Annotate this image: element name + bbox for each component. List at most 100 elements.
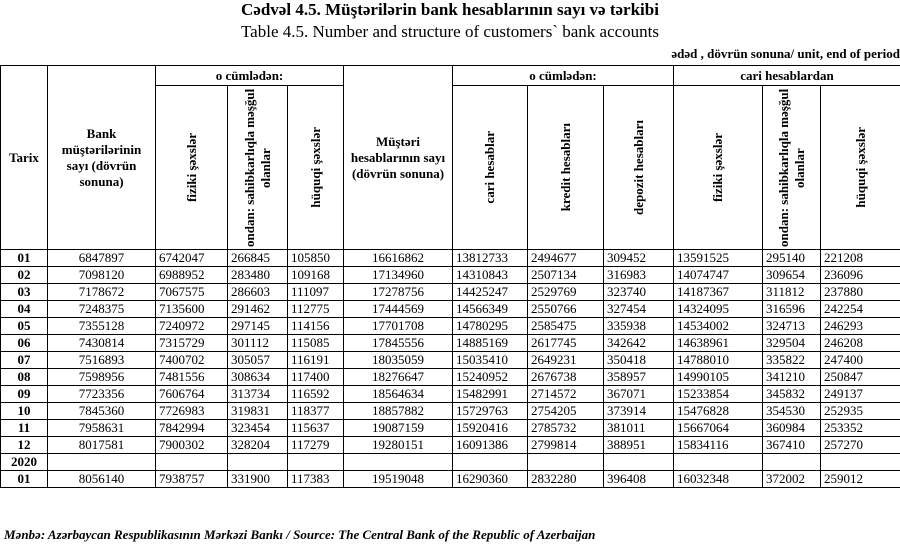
header-cell: kredit hesabları bbox=[527, 85, 604, 250]
row-label: 02 bbox=[0, 266, 48, 284]
table-row: 02 7098120 6988952 283480 109168 17134960 1431… bbox=[0, 266, 900, 284]
value-cell: 15233854 bbox=[673, 385, 763, 403]
table-row: 05 7355128 7240972 297145 114156 17701708 1478… bbox=[0, 317, 900, 335]
value-cell: 335938 bbox=[603, 317, 674, 335]
row-label: 09 bbox=[0, 385, 48, 403]
value-cell: 367071 bbox=[603, 385, 674, 403]
value-cell: 7240972 bbox=[155, 317, 228, 335]
header-cell: o cümlədən: bbox=[155, 65, 344, 86]
header-text: fiziki şəxslər bbox=[710, 133, 725, 202]
value-cell: 309452 bbox=[603, 249, 674, 267]
table-row: 01 6847897 6742047 266845 105850 16616862 1381… bbox=[0, 249, 900, 267]
value-cell: 372002 bbox=[762, 470, 821, 488]
value-cell: 7606764 bbox=[155, 385, 228, 403]
value-cell: 388951 bbox=[603, 436, 674, 454]
value-cell: 15482991 bbox=[452, 385, 528, 403]
empty-cell bbox=[527, 453, 604, 471]
value-cell: 236096 bbox=[820, 266, 900, 284]
header-text: ondan: sahibkarlıqla məşğul olanlar bbox=[775, 88, 807, 247]
value-cell: 13591525 bbox=[673, 249, 763, 267]
value-cell: 249137 bbox=[820, 385, 900, 403]
value-cell: 7845360 bbox=[47, 402, 156, 420]
value-cell: 257270 bbox=[820, 436, 900, 454]
row-label: 01 bbox=[0, 249, 48, 267]
value-cell: 341210 bbox=[762, 368, 821, 386]
row-label: 2020 bbox=[0, 453, 48, 471]
value-cell: 246208 bbox=[820, 334, 900, 352]
header-text: hüquqi şəxslər bbox=[852, 127, 868, 208]
header-cell: hüquqi şəxslər bbox=[287, 85, 344, 250]
data-table: Tarix Bank müştərilərinin sayı (dövrün s… bbox=[0, 65, 900, 488]
empty-cell bbox=[452, 453, 528, 471]
table-row: 12 8017581 7900302 328204 117279 19280151 1609… bbox=[0, 436, 900, 454]
value-cell: 345832 bbox=[762, 385, 821, 403]
value-cell: 19519048 bbox=[343, 470, 453, 488]
value-cell: 335822 bbox=[762, 351, 821, 369]
row-label: 08 bbox=[0, 368, 48, 386]
value-cell: 15834116 bbox=[673, 436, 763, 454]
value-cell: 2649231 bbox=[527, 351, 604, 369]
value-cell: 13812733 bbox=[452, 249, 528, 267]
row-label: 04 bbox=[0, 300, 48, 318]
value-cell: 17701708 bbox=[343, 317, 453, 335]
value-cell: 350418 bbox=[603, 351, 674, 369]
value-cell: 319831 bbox=[227, 402, 288, 420]
row-label: 10 bbox=[0, 402, 48, 420]
value-cell: 313734 bbox=[227, 385, 288, 403]
value-cell: 15920416 bbox=[452, 419, 528, 437]
value-cell: 14788010 bbox=[673, 351, 763, 369]
value-cell: 7098120 bbox=[47, 266, 156, 284]
header-text: ondan: sahibkarlıqla məşğul olanlar bbox=[241, 88, 273, 247]
table-row: 2020 bbox=[0, 453, 900, 471]
value-cell: 7248375 bbox=[47, 300, 156, 318]
value-cell: 14885169 bbox=[452, 334, 528, 352]
value-cell: 342642 bbox=[603, 334, 674, 352]
row-label: 01 bbox=[0, 470, 48, 488]
value-cell: 16290360 bbox=[452, 470, 528, 488]
value-cell: 7315729 bbox=[155, 334, 228, 352]
value-cell: 15476828 bbox=[673, 402, 763, 420]
table-row: 04 7248375 7135600 291462 112775 17444569 1456… bbox=[0, 300, 900, 318]
value-cell: 328204 bbox=[227, 436, 288, 454]
value-cell: 16032348 bbox=[673, 470, 763, 488]
value-cell: 252935 bbox=[820, 402, 900, 420]
table-row: 03 7178672 7067575 286603 111097 17278756 1442… bbox=[0, 283, 900, 301]
value-cell: 6988952 bbox=[155, 266, 228, 284]
value-cell: 6847897 bbox=[47, 249, 156, 267]
value-cell: 308634 bbox=[227, 368, 288, 386]
header-text: kredit hesabları bbox=[557, 123, 573, 212]
value-cell: 8017581 bbox=[47, 436, 156, 454]
value-cell: 7900302 bbox=[155, 436, 228, 454]
value-cell: 14990105 bbox=[673, 368, 763, 386]
value-cell: 15667064 bbox=[673, 419, 763, 437]
empty-cell bbox=[820, 453, 900, 471]
value-cell: 2494677 bbox=[527, 249, 604, 267]
value-cell: 2754205 bbox=[527, 402, 604, 420]
value-cell: 2529769 bbox=[527, 283, 604, 301]
value-cell: 297145 bbox=[227, 317, 288, 335]
value-cell: 221208 bbox=[820, 249, 900, 267]
value-cell: 6742047 bbox=[155, 249, 228, 267]
value-cell: 7938757 bbox=[155, 470, 228, 488]
value-cell: 18035059 bbox=[343, 351, 453, 369]
table-row: 08 7598956 7481556 308634 117400 18276647 1524… bbox=[0, 368, 900, 386]
value-cell: 7958631 bbox=[47, 419, 156, 437]
value-cell: 105850 bbox=[287, 249, 344, 267]
value-cell: 323454 bbox=[227, 419, 288, 437]
value-cell: 14187367 bbox=[673, 283, 763, 301]
header-cell: hüquqi şəxslər bbox=[820, 85, 900, 250]
value-cell: 7067575 bbox=[155, 283, 228, 301]
empty-cell bbox=[762, 453, 821, 471]
value-cell: 18564634 bbox=[343, 385, 453, 403]
value-cell: 116191 bbox=[287, 351, 344, 369]
value-cell: 14074747 bbox=[673, 266, 763, 284]
value-cell: 17444569 bbox=[343, 300, 453, 318]
value-cell: 2507134 bbox=[527, 266, 604, 284]
value-cell: 311812 bbox=[762, 283, 821, 301]
value-cell: 15240952 bbox=[452, 368, 528, 386]
empty-cell bbox=[155, 453, 228, 471]
value-cell: 358957 bbox=[603, 368, 674, 386]
value-cell: 7400702 bbox=[155, 351, 228, 369]
value-cell: 14566349 bbox=[452, 300, 528, 318]
